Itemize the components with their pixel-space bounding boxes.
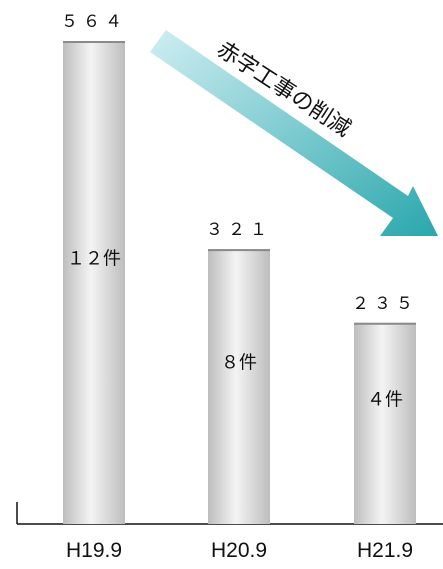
bar-count-label: ８件: [221, 353, 257, 374]
trend-arrow: [150, 30, 438, 236]
value-label: ２３５: [352, 294, 418, 314]
bar-top-edge: [354, 322, 416, 325]
category-label: H20.9: [211, 539, 267, 562]
bar-H19.9: [63, 41, 125, 524]
category-label: H19.9: [66, 539, 122, 562]
bar-count-label: １２件: [67, 249, 121, 270]
value-label: ３２１: [206, 220, 272, 240]
value-labels-group: ５６４ ３２１ ２３５: [61, 12, 418, 314]
bar-H21.9: [354, 322, 416, 524]
bar-top-edge: [63, 41, 125, 43]
bar-count-label: ４件: [367, 389, 403, 410]
bar-H20.9: [208, 249, 270, 524]
bar-top-edge: [208, 249, 270, 252]
bars-group: [63, 41, 416, 524]
category-labels-group: H19.9 H20.9 H21.9: [66, 539, 413, 562]
trend-arrow-shape: [150, 30, 438, 236]
bar-labels-group: １２件 ８件 ４件: [67, 249, 403, 411]
value-label: ５６４: [61, 12, 127, 32]
category-label: H21.9: [357, 539, 413, 562]
